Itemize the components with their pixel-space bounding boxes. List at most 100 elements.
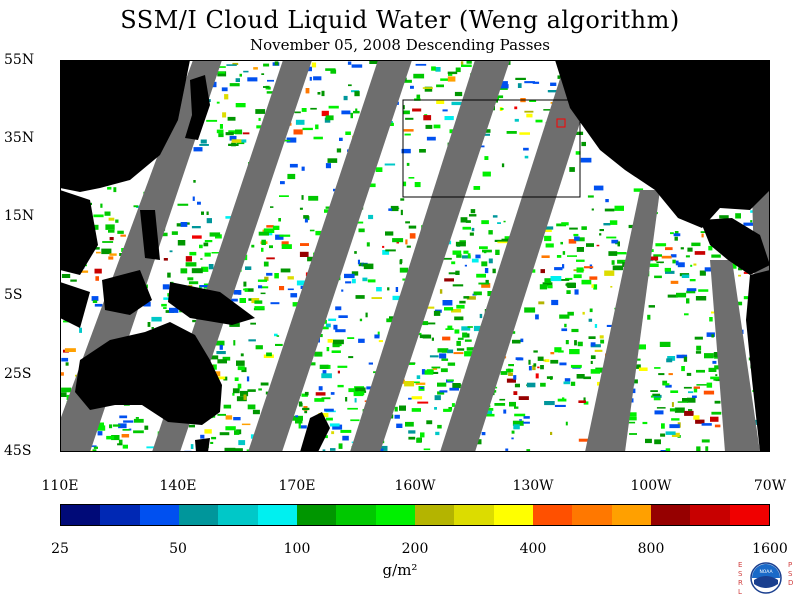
cloud-pixel: [456, 253, 462, 258]
cloud-pixel: [464, 264, 467, 267]
cloud-pixel: [177, 240, 186, 246]
cloud-pixel: [590, 369, 601, 374]
colorbar-swatch: [178, 505, 219, 525]
cloud-pixel: [512, 420, 524, 426]
cloud-pixel: [574, 340, 577, 346]
cloud-pixel: [606, 324, 616, 327]
cloud-pixel: [339, 137, 343, 141]
cloud-pixel: [408, 397, 412, 400]
cloud-pixel: [459, 240, 466, 243]
cloud-pixel: [322, 449, 326, 452]
lat-label: 25S: [4, 366, 32, 382]
cloud-pixel: [437, 391, 445, 395]
cloud-pixel: [310, 107, 317, 110]
cloud-pixel: [693, 263, 697, 266]
cloud-pixel: [481, 261, 488, 267]
cloud-pixel: [301, 195, 304, 200]
cloud-pixel: [96, 251, 101, 254]
cloud-pixel: [466, 347, 475, 351]
cloud-pixel: [482, 171, 491, 177]
cloud-pixel: [295, 415, 299, 418]
map-frame: [60, 60, 770, 452]
cloud-pixel: [683, 386, 692, 389]
cloud-pixel: [437, 424, 442, 429]
land-indochina: [60, 190, 98, 275]
cloud-pixel: [60, 392, 67, 397]
cloud-pixel: [735, 213, 741, 219]
cloud-pixel: [576, 259, 585, 262]
cloud-pixel: [225, 216, 233, 219]
cloud-pixel: [232, 62, 239, 65]
cloud-pixel: [447, 325, 453, 330]
cloud-pixel: [422, 87, 433, 89]
cloud-pixel: [201, 266, 209, 272]
cloud-pixel: [462, 332, 468, 338]
cloud-pixel: [404, 381, 415, 387]
cloud-pixel: [533, 350, 538, 353]
cloud-pixel: [280, 268, 291, 273]
cloud-pixel: [109, 253, 117, 256]
cloud-pixel: [225, 132, 234, 136]
cloud-pixel: [626, 416, 637, 421]
cloud-pixel: [325, 163, 331, 169]
cloud-pixel: [550, 431, 553, 435]
cloud-pixel: [544, 401, 555, 406]
lon-label: 140E: [159, 478, 197, 494]
cloud-pixel: [79, 327, 82, 333]
cloud-pixel: [699, 270, 706, 276]
cloud-pixel: [263, 261, 269, 267]
cloud-pixel: [693, 386, 700, 389]
cloud-pixel: [647, 256, 659, 261]
cloud-pixel: [109, 237, 114, 241]
cloud-pixel: [426, 322, 436, 325]
cloud-pixel: [221, 87, 228, 92]
cloud-pixel: [569, 167, 575, 172]
cloud-pixel: [169, 307, 179, 313]
map-subtitle: November 05, 2008 Descending Passes: [249, 36, 550, 54]
cloud-pixel: [290, 293, 298, 298]
cloud-pixel: [180, 268, 188, 274]
cloud-pixel: [191, 268, 203, 274]
cloud-pixel: [331, 431, 335, 435]
cloud-pixel: [279, 195, 289, 197]
cloud-pixel: [144, 425, 149, 430]
cloud-pixel: [347, 61, 352, 65]
cloud-pixel: [318, 326, 329, 330]
cloud-pixel: [629, 433, 637, 435]
cloud-pixel: [379, 445, 388, 451]
cloud-pixel: [185, 262, 197, 267]
cloud-pixel: [435, 431, 440, 436]
cloud-pixel: [246, 376, 250, 382]
lon-label: 110E: [41, 478, 79, 494]
cloud-pixel: [92, 449, 97, 452]
cloud-pixel: [399, 405, 406, 411]
cloud-pixel: [332, 424, 343, 430]
cloud-pixel: [367, 279, 376, 283]
cloud-pixel: [187, 277, 194, 281]
cloud-pixel: [292, 415, 303, 421]
land-philippines: [140, 210, 160, 260]
cloud-pixel: [392, 295, 401, 301]
cloud-pixel: [333, 339, 344, 345]
cloud-pixel: [575, 151, 581, 155]
cloud-pixel: [469, 214, 477, 217]
colorbar-tick-label: 50: [169, 541, 187, 557]
cloud-pixel: [604, 208, 615, 212]
cloud-pixel: [578, 400, 586, 403]
colorbar-tick-label: 1600: [752, 541, 788, 557]
cloud-pixel: [575, 131, 584, 135]
cloud-pixel: [570, 381, 576, 386]
cloud-pixel: [442, 300, 453, 306]
cloud-pixel: [199, 285, 211, 288]
cloud-pixel: [274, 333, 278, 337]
cloud-pixel: [307, 256, 313, 262]
cloud-pixel: [280, 181, 285, 185]
cloud-pixel: [319, 364, 329, 369]
cloud-pixel: [209, 232, 221, 237]
cloud-pixel: [95, 276, 99, 281]
colorbar-swatch: [532, 505, 573, 525]
cloud-pixel: [317, 92, 321, 95]
cloud-pixel: [348, 388, 360, 393]
cloud-pixel: [569, 349, 580, 355]
cloud-pixel: [441, 350, 451, 353]
